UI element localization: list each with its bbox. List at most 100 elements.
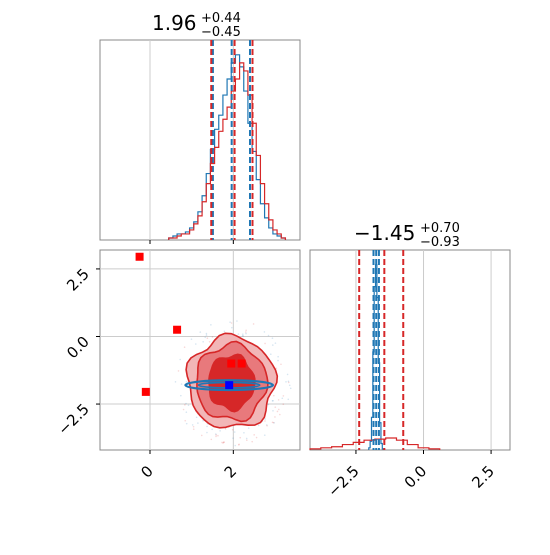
- y-tick-label: 0.0: [63, 333, 93, 363]
- histograms: [168, 54, 287, 240]
- marginal-x-panel: 1.96 +0.44 −0.45: [99, 11, 301, 244]
- sample-dot: [264, 418, 266, 420]
- sample-dot: [264, 420, 266, 422]
- sample-dot: [281, 397, 284, 400]
- sample-dot: [273, 422, 275, 424]
- sample-dot: [231, 326, 233, 329]
- sample-dot: [282, 403, 285, 406]
- histograms: [309, 264, 441, 450]
- title-plus: +0.70: [420, 221, 460, 236]
- x-tick-label: 2: [221, 462, 240, 481]
- sample-dot: [211, 336, 214, 338]
- sample-dot: [277, 408, 280, 411]
- sample-dot: [277, 399, 280, 401]
- sample-dot: [271, 421, 274, 424]
- sample-dot: [286, 373, 289, 376]
- sample-dot: [192, 428, 195, 430]
- sample-dot: [180, 394, 182, 397]
- sample-dot: [287, 398, 290, 401]
- sample-dot: [237, 333, 240, 335]
- sample-dot: [247, 427, 250, 429]
- sample-dot: [204, 336, 207, 339]
- sample-dot: [272, 421, 275, 424]
- sample-dot: [285, 381, 287, 383]
- sample-dot: [239, 436, 242, 439]
- sample-dot: [177, 370, 180, 372]
- sample-dot: [215, 434, 217, 436]
- quantile-lines: [210, 40, 254, 240]
- histogram-step: [168, 54, 287, 240]
- red-point: [173, 325, 182, 334]
- sample-dot: [223, 441, 225, 443]
- sample-dot: [184, 404, 186, 406]
- title-median: −1.45: [354, 221, 415, 245]
- sample-dot: [210, 438, 213, 441]
- sample-dot: [266, 424, 268, 427]
- sample-dot: [289, 387, 292, 390]
- sample-dot: [257, 424, 260, 427]
- sample-dot: [231, 428, 234, 431]
- sample-dot: [202, 419, 204, 422]
- sample-dot: [276, 410, 279, 413]
- sample-dot: [219, 430, 221, 432]
- histogram-step: [309, 437, 441, 450]
- sample-dot: [267, 403, 270, 406]
- sample-dot: [238, 443, 240, 446]
- y-tick-label: 2.5: [63, 265, 93, 295]
- panel-frame: [309, 249, 511, 451]
- sample-dot: [200, 434, 203, 437]
- sample-dot: [280, 363, 282, 366]
- sample-dot: [211, 428, 213, 431]
- x-tick-label: −2.5: [324, 462, 362, 500]
- sample-dot: [185, 411, 188, 414]
- sample-dot: [183, 346, 186, 349]
- sample-dot: [217, 434, 219, 437]
- sample-dot: [236, 320, 238, 322]
- sample-dot: [253, 434, 255, 436]
- sample-dot: [182, 408, 185, 411]
- sample-dot: [180, 383, 183, 385]
- sample-dot: [229, 321, 231, 323]
- grid: [100, 250, 300, 450]
- sample-dot: [263, 434, 266, 436]
- sample-dot: [271, 400, 274, 402]
- sample-dot: [287, 380, 290, 383]
- title-minus: −0.45: [201, 25, 241, 40]
- sample-dot: [223, 441, 225, 444]
- sample-dot: [245, 437, 248, 440]
- histogram-step: [168, 62, 287, 240]
- sample-dot: [191, 424, 194, 426]
- marginal-y-panel: −2.5 0.0 2.5 −1.45 +0.70 −0.93: [309, 221, 511, 501]
- sample-dot: [277, 359, 279, 362]
- panel-frame: [99, 249, 301, 451]
- sample-dot: [202, 340, 204, 343]
- sample-dot: [241, 335, 244, 337]
- sample-dot: [267, 334, 270, 337]
- sample-dot: [251, 440, 253, 443]
- sample-dot: [233, 431, 236, 433]
- sample-dot: [205, 332, 208, 335]
- sample-dot: [243, 431, 245, 434]
- red-point: [237, 359, 246, 368]
- title-minus: −0.93: [420, 235, 460, 250]
- sample-dot: [287, 381, 290, 384]
- sample-dot: [221, 441, 223, 444]
- sample-dot: [274, 406, 277, 408]
- sample-dot: [230, 322, 233, 324]
- sample-dot: [265, 424, 268, 426]
- sample-dot: [208, 340, 211, 343]
- sample-dot: [246, 439, 248, 442]
- title-plus: +0.44: [201, 11, 241, 26]
- sample-dot: [238, 444, 240, 446]
- sample-dot: [277, 355, 279, 358]
- sample-dot: [272, 399, 274, 402]
- sample-dot: [223, 330, 226, 333]
- sample-dot: [210, 324, 212, 326]
- sample-dot: [185, 402, 187, 405]
- sample-dot: [282, 395, 285, 397]
- sample-dot: [224, 428, 227, 430]
- sample-dot: [194, 343, 197, 345]
